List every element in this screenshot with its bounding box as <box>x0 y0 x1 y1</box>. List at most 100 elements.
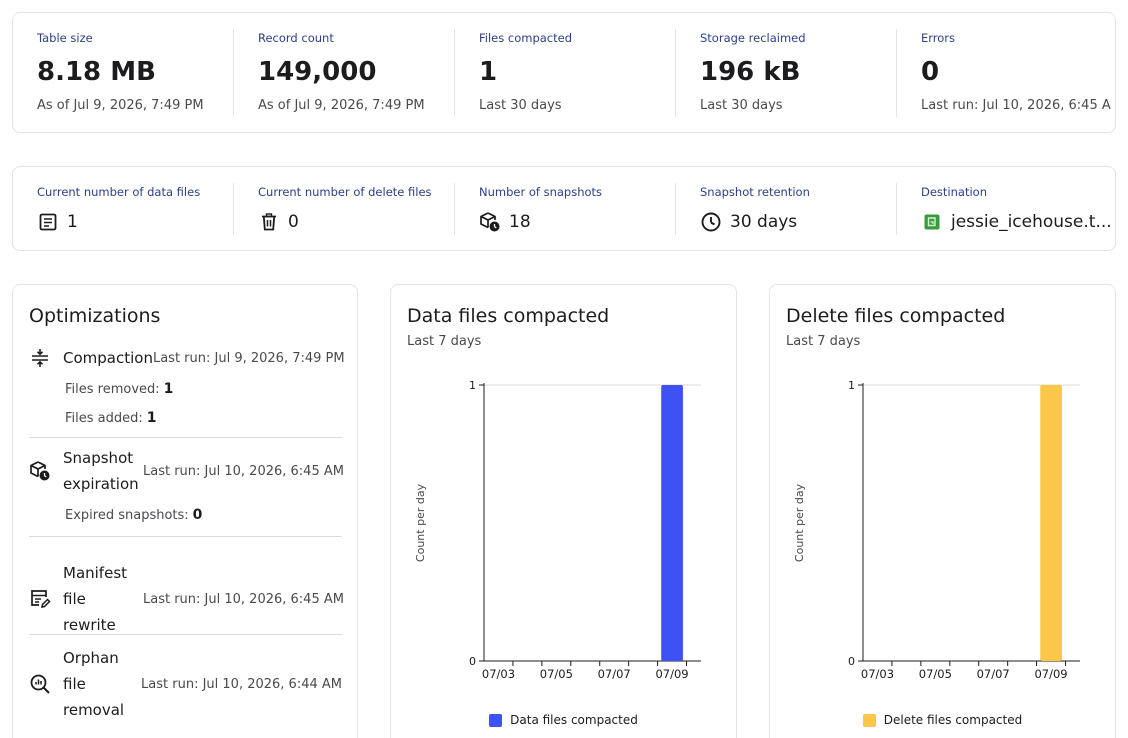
divider <box>233 183 234 235</box>
optimization-name: Orphan file removal <box>63 649 125 719</box>
stat-sub: As of Jul 9, 2026, 7:49 PM <box>258 98 425 113</box>
info-data-files: Current number of data files 1 <box>13 167 233 250</box>
info-value: 1 <box>67 212 78 232</box>
x-tick-label: 07/07 <box>598 667 631 681</box>
optimization-name: Manifest file rewrite <box>63 564 128 634</box>
info-label: Current number of data files <box>37 185 201 199</box>
detail-value: 1 <box>163 381 174 397</box>
stat-value: 8.18 MB <box>37 57 156 87</box>
search-file-icon <box>29 673 51 695</box>
divider <box>233 29 234 117</box>
chart-subtitle: Last 7 days <box>407 334 482 349</box>
stat-value: 149,000 <box>258 57 377 87</box>
snapshot-clock-icon <box>29 460 51 482</box>
stat-sub: Last 30 days <box>479 98 562 113</box>
stat-label: Storage reclaimed <box>700 31 806 45</box>
info-value-row: 1 <box>37 211 78 233</box>
info-label: Snapshot retention <box>700 185 810 199</box>
detail-label: Files removed: <box>65 382 160 397</box>
bar <box>661 385 683 661</box>
stat-errors: Errors 0 Last run: Jul 10, 2026, 6:45 A <box>897 13 1115 132</box>
detail-label: Files added: <box>65 411 143 426</box>
info-snapshot-retention: Snapshot retention 30 days <box>676 167 896 250</box>
stat-label: Errors <box>921 31 956 45</box>
table-info-card: Current number of data files 1 Current n… <box>12 166 1116 251</box>
chart-legend: Data files compacted <box>391 713 736 727</box>
chart-legend: Delete files compacted <box>770 713 1115 727</box>
chart-title: Delete files compacted <box>786 305 1006 327</box>
optimization-last-run: Last run: Jul 10, 2026, 6:45 AM <box>143 591 344 607</box>
info-value: 30 days <box>730 212 798 232</box>
y-tick-label: 1 <box>848 379 855 392</box>
delete-files-chart: 0 1 Count per day 07/03 07/05 07/07 07/09 <box>793 379 1080 681</box>
info-delete-files: Current number of delete files 0 <box>234 167 454 250</box>
expired-snapshots-row: Expired snapshots: 0 <box>65 501 342 530</box>
optimization-orphan-removal: Orphan file removal Last run: Jul 10, 20… <box>29 645 342 723</box>
detail-label: Expired snapshots: <box>65 508 189 523</box>
x-tick-label: 07/09 <box>1034 667 1067 681</box>
stat-label: Files compacted <box>479 31 573 45</box>
optimization-name: Compaction <box>63 349 153 367</box>
trash-icon <box>258 211 280 233</box>
x-tick-label: 07/09 <box>655 667 688 681</box>
info-value-row: 18 <box>479 211 531 233</box>
stat-table-size: Table size 8.18 MB As of Jul 9, 2026, 7:… <box>13 13 233 132</box>
legend-label: Data files compacted <box>510 713 638 727</box>
optimization-snapshot-expiration: Snapshot expiration Last run: Jul 10, 20… <box>29 445 344 530</box>
divider <box>454 29 455 117</box>
stat-files-compacted: Files compacted 1 Last 30 days <box>455 13 675 132</box>
divider <box>896 29 897 117</box>
file-list-icon <box>37 211 59 233</box>
clock-icon <box>700 211 722 233</box>
chart-title: Data files compacted <box>407 305 610 327</box>
stat-storage-reclaimed: Storage reclaimed 196 kB Last 30 days <box>676 13 896 132</box>
legend-swatch <box>489 713 503 727</box>
info-snapshots: Number of snapshots 18 <box>455 167 675 250</box>
y-tick-label: 0 <box>469 655 476 668</box>
legend-swatch <box>862 713 876 727</box>
delete-files-chart-panel: Delete files compacted Last 7 days 0 1 Cou… <box>769 284 1116 738</box>
x-tick-label: 07/07 <box>977 667 1010 681</box>
optimization-compaction: Compaction Last run: Jul 9, 2026, 7:49 P… <box>29 345 345 433</box>
stat-label: Table size <box>37 31 93 45</box>
separator <box>29 634 342 635</box>
destination-link[interactable]: jessie_icehouse.t... <box>921 211 1112 233</box>
data-files-chart: 0 1 Count per day 07/03 07/05 07/07 07/09 <box>414 379 701 681</box>
stat-value: 0 <box>921 57 940 87</box>
x-tick-label: 07/03 <box>482 667 515 681</box>
summary-card: Table size 8.18 MB As of Jul 9, 2026, 7:… <box>12 12 1116 133</box>
y-axis-label: Count per day <box>793 483 806 562</box>
separator <box>29 536 342 537</box>
optimizations-title: Optimizations <box>29 305 161 327</box>
legend-label: Delete files compacted <box>883 713 1023 727</box>
separator <box>29 437 342 438</box>
info-value: 0 <box>288 212 299 232</box>
info-value-row: 0 <box>258 211 299 233</box>
data-files-chart-panel: Data files compacted Last 7 days 0 1 Count… <box>390 284 737 738</box>
y-axis-label: Count per day <box>414 483 427 562</box>
compaction-icon <box>29 347 51 369</box>
y-tick-label: 1 <box>469 379 476 392</box>
files-removed-row: Files removed: 1 <box>65 375 342 404</box>
divider <box>675 183 676 235</box>
stat-sub: Last 30 days <box>700 98 783 113</box>
stat-label: Record count <box>258 31 334 45</box>
manifest-edit-icon <box>29 588 51 610</box>
info-value: 18 <box>509 212 531 232</box>
optimization-last-run: Last run: Jul 10, 2026, 6:44 AM <box>141 676 342 692</box>
optimization-last-run: Last run: Jul 9, 2026, 7:49 PM <box>152 350 345 366</box>
optimizations-panel: Optimizations Compaction Last run: Jul 9… <box>12 284 358 738</box>
info-label: Destination <box>921 185 987 199</box>
snapshot-clock-icon <box>479 211 501 233</box>
divider <box>675 29 676 117</box>
divider <box>896 183 897 235</box>
stat-value: 196 kB <box>700 57 801 87</box>
divider <box>454 183 455 235</box>
x-tick-label: 07/03 <box>861 667 894 681</box>
chart-subtitle: Last 7 days <box>786 334 861 349</box>
bar <box>1040 385 1062 661</box>
stat-record-count: Record count 149,000 As of Jul 9, 2026, … <box>234 13 454 132</box>
stat-value: 1 <box>479 57 498 87</box>
optimization-manifest-rewrite: Manifest file rewrite Last run: Jul 10, … <box>29 560 344 638</box>
y-tick-label: 0 <box>848 655 855 668</box>
